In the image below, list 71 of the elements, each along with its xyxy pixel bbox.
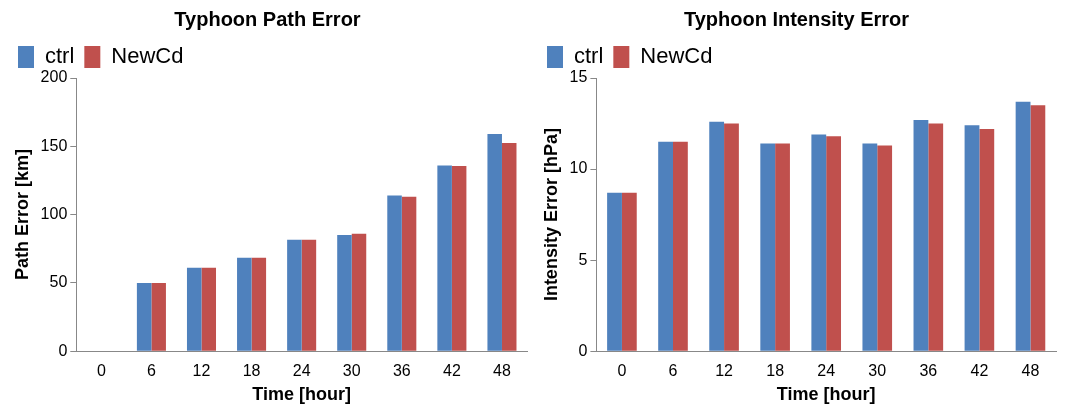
- bar: [501, 142, 517, 351]
- bar: [337, 235, 352, 351]
- x-tick-label: 0: [96, 362, 106, 380]
- bar: [237, 257, 252, 351]
- bar: [401, 196, 417, 351]
- x-tick-label: 18: [766, 362, 785, 380]
- y-tick-label: 200: [40, 68, 68, 86]
- bar: [1030, 105, 1046, 351]
- legend-label: NewCd: [640, 43, 713, 69]
- bar: [811, 134, 827, 351]
- y-axis-title: Path Error [km]: [11, 149, 32, 281]
- bar: [964, 125, 980, 351]
- x-tick-label: 48: [1021, 362, 1040, 380]
- bar: [928, 123, 944, 351]
- x-tick-label: 36: [919, 362, 938, 380]
- legend-label: ctrl: [45, 43, 75, 69]
- bar: [877, 145, 893, 351]
- bar: [301, 239, 317, 351]
- bar: [186, 267, 202, 351]
- bar: [451, 166, 467, 351]
- bar: [658, 141, 673, 351]
- bar: [287, 239, 302, 351]
- x-axis-title: Time [hour]: [252, 384, 351, 405]
- bar: [913, 119, 929, 351]
- x-tick-label: 24: [292, 362, 311, 380]
- bar: [151, 282, 166, 351]
- x-tick-label: 12: [715, 362, 734, 380]
- x-tick-label: 18: [242, 362, 261, 380]
- y-tick-label: 0: [578, 341, 588, 359]
- y-axis-title: Intensity Error [hPa]: [540, 128, 561, 302]
- x-tick-label: 12: [192, 362, 211, 380]
- bar: [136, 282, 152, 351]
- bar: [673, 141, 688, 351]
- bar: [979, 129, 995, 351]
- x-tick-label: 24: [817, 362, 836, 380]
- y-tick-label: 15: [569, 68, 588, 86]
- bar: [724, 123, 739, 351]
- bar: [1015, 101, 1031, 351]
- x-tick-label: 30: [868, 362, 887, 380]
- bar: [862, 143, 878, 351]
- x-tick-label: 6: [668, 362, 678, 380]
- y-tick-label: 10: [569, 159, 588, 177]
- bar: [607, 192, 622, 351]
- x-tick-label: 6: [146, 362, 156, 380]
- legend-label: NewCd: [111, 43, 184, 69]
- x-tick-label: 30: [342, 362, 361, 380]
- bar: [709, 121, 725, 351]
- chart-title: Typhoon Path Error: [174, 7, 361, 30]
- bar: [487, 134, 502, 351]
- x-tick-label: 48: [493, 362, 511, 380]
- chart-title: Typhoon Intensity Error: [683, 7, 910, 30]
- x-tick-label: 0: [617, 362, 627, 380]
- x-axis-title: Time [hour]: [776, 384, 876, 405]
- bar: [760, 143, 776, 351]
- bar: [437, 165, 452, 351]
- bar: [201, 267, 217, 351]
- bar: [251, 257, 267, 351]
- bar: [621, 192, 637, 351]
- bar: [826, 136, 842, 351]
- y-tick-label: 5: [578, 250, 588, 268]
- y-tick-label: 100: [40, 205, 68, 223]
- y-tick-label: 150: [40, 136, 68, 154]
- legend-label: ctrl: [574, 43, 604, 69]
- x-tick-label: 42: [970, 362, 989, 380]
- y-tick-label: 50: [49, 273, 68, 291]
- x-tick-label: 36: [392, 362, 411, 380]
- bar: [775, 143, 790, 351]
- bar: [351, 233, 367, 351]
- bar: [387, 195, 402, 351]
- x-tick-label: 42: [442, 362, 461, 380]
- y-tick-label: 0: [58, 341, 68, 359]
